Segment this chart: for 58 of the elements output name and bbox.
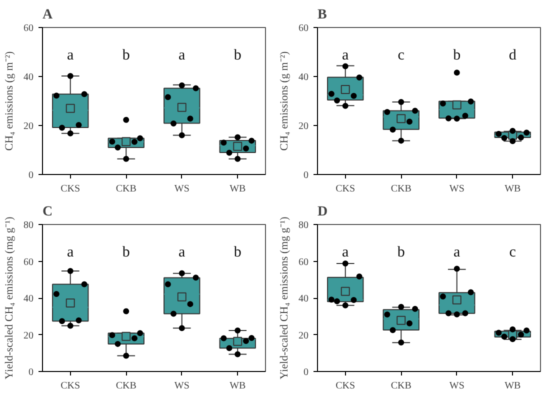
annotation: c — [398, 47, 405, 64]
y-tick-label: 20 — [24, 121, 34, 132]
y-axis-title: Yield-scaled CH₄ emissions (mg g⁻¹) — [4, 216, 16, 380]
x-tick-label: WS — [174, 380, 190, 392]
y-axis-title: Yield-scaled CH₄ emissions (mg g⁻¹) — [278, 216, 290, 380]
x-tick-label: CKS — [60, 184, 80, 194]
x-tick-label: CKB — [116, 380, 137, 392]
x-tick-label: WB — [504, 380, 522, 392]
x-tick-label: CKB — [390, 380, 412, 392]
y-tick-label: 40 — [24, 72, 34, 83]
chart-title: B — [318, 8, 327, 22]
y-tick-label: 0 — [28, 170, 34, 181]
annotation: b — [234, 244, 242, 260]
x-tick-label: WB — [230, 184, 246, 194]
chart-title: A — [42, 8, 54, 22]
annotation: b — [453, 47, 461, 64]
annotation: b — [234, 47, 242, 64]
x-tick-label: WB — [504, 184, 522, 194]
annotation: d — [508, 47, 517, 64]
annotation: a — [67, 47, 74, 64]
y-tick-label: 20 — [298, 330, 308, 342]
y-tick-label: 60 — [24, 256, 34, 268]
x-tick-label: CKS — [336, 380, 356, 392]
chart-title: D — [318, 204, 328, 220]
chart-title: C — [42, 204, 53, 220]
x-tick-label: WB — [230, 380, 246, 392]
y-tick-label: 0 — [28, 367, 34, 378]
annotation: b — [122, 244, 130, 260]
annotation: a — [178, 244, 186, 260]
x-tick-label: CKS — [336, 184, 356, 194]
annotation: a — [342, 47, 350, 64]
annotation: c — [509, 244, 516, 260]
y-tick-label: 40 — [24, 294, 34, 304]
y-axis-title: CH₄ emissions (g m⁻²) — [4, 50, 16, 151]
x-tick-label: WS — [449, 380, 464, 392]
x-tick-label: CKB — [390, 184, 412, 194]
annotation: a — [342, 244, 350, 260]
y-tick-label: 20 — [24, 330, 34, 342]
x-tick-label: WS — [449, 184, 464, 194]
y-tick-label: 20 — [298, 121, 308, 132]
x-tick-label: CKS — [60, 380, 80, 392]
y-tick-label: 60 — [298, 256, 308, 268]
annotation: a — [178, 47, 186, 64]
y-tick-label: 60 — [24, 23, 34, 34]
y-tick-label: 40 — [298, 72, 308, 83]
annotation: a — [67, 244, 74, 260]
y-tick-label: 0 — [304, 367, 308, 378]
x-tick-label: WS — [174, 184, 190, 194]
y-tick-label: 80 — [298, 220, 308, 231]
annotation: a — [454, 244, 461, 260]
annotation: b — [122, 47, 130, 64]
y-tick-label: 60 — [298, 23, 308, 34]
y-axis-title: CH₄ emissions (g m⁻²) — [278, 50, 290, 151]
annotation: b — [397, 244, 405, 260]
y-tick-label: 0 — [304, 170, 308, 181]
y-tick-label: 80 — [24, 220, 34, 231]
x-tick-label: CKB — [116, 184, 137, 194]
y-tick-label: 40 — [298, 294, 308, 304]
